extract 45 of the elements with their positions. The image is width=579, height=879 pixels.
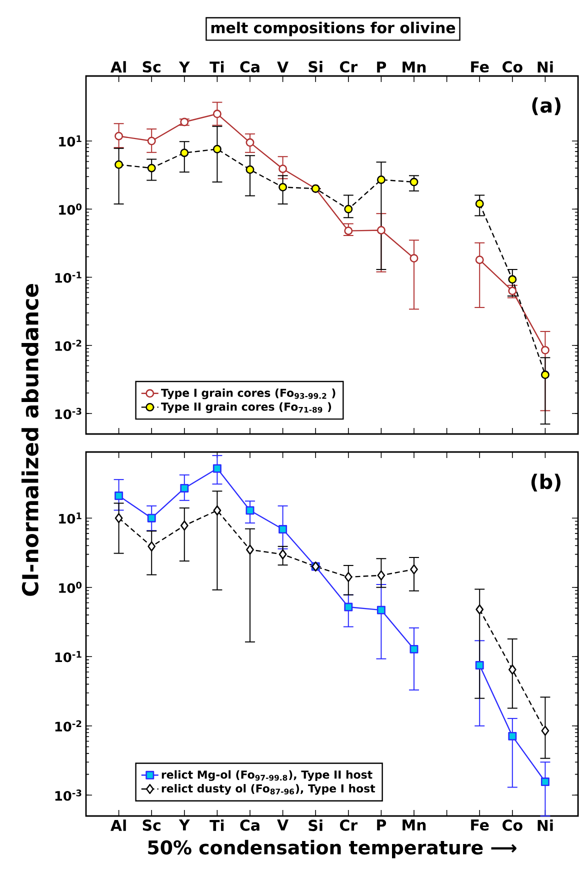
x-tick-label: Al: [110, 820, 126, 831]
y-tick-label: 10$^{-3}$: [55, 790, 82, 801]
x-tick-label: Ti: [210, 820, 224, 831]
x-tick-label: Si: [308, 60, 322, 72]
x-tick-label: Fe: [471, 820, 489, 831]
x-tick-label: Y: [178, 820, 190, 830]
x-tick-label: Ni: [538, 61, 553, 72]
x-tick-label: Y: [178, 62, 190, 72]
y-tick-label: 10$^{-1}$: [55, 272, 82, 283]
y-axis-title: CI-normalized abundance: [22, 284, 38, 596]
legend-label: Type I grain cores (Fo$_{93-99.2}$ ): [161, 388, 336, 400]
y-tick-label: 10$^{-1}$: [55, 651, 82, 662]
x-tick-label: Fe: [471, 61, 489, 72]
x-tick-label: Co: [502, 61, 522, 72]
x-tick-label: Al: [110, 61, 126, 72]
legend-label: relict Mg-ol (Fo$_{97-99.8}$), Type II host: [162, 770, 372, 781]
y-tick-label: 10$^{-2}$: [55, 720, 82, 732]
x-tick-label: V: [277, 62, 289, 72]
x-axis-title: 50% condensation temperature ⟶: [148, 840, 516, 858]
y-tick-label: 10$^{1}$: [59, 512, 82, 524]
y-tick-label: 10$^{-3}$: [55, 408, 82, 420]
x-tick-label: Sc: [142, 820, 160, 831]
x-tick-label: V: [277, 820, 289, 830]
x-tick-label: P: [377, 820, 386, 830]
x-tick-label: Sc: [142, 61, 160, 72]
x-tick-label: Co: [502, 820, 522, 831]
y-tick-label: 10$^{0}$: [59, 204, 82, 215]
annotation: (a): [532, 97, 560, 116]
legend-label: Type II grain cores (Fo$_{71-89}$ ): [161, 402, 332, 413]
x-tick-label: Ni: [538, 820, 553, 831]
y-tick-label: 10$^{1}$: [59, 135, 82, 147]
x-tick-label: P: [377, 62, 386, 72]
x-tick-label: Cr: [340, 820, 358, 831]
legend-label: relict dusty ol (Fo$_{87-96}$), Type I host: [162, 784, 376, 795]
chart-title: melt compositions for olivine: [211, 22, 456, 36]
x-tick-label: Ti: [210, 61, 224, 72]
annotation: (b): [531, 474, 560, 492]
x-tick-label: Ca: [240, 820, 260, 831]
x-tick-label: Mn: [402, 820, 426, 830]
x-tick-label: Ca: [240, 61, 260, 72]
y-tick-label: 10$^{-2}$: [55, 340, 82, 351]
y-tick-label: 10$^{0}$: [59, 582, 82, 593]
x-tick-label: Mn: [402, 62, 426, 72]
x-tick-label: Cr: [340, 61, 358, 72]
x-tick-label: Si: [308, 820, 322, 832]
